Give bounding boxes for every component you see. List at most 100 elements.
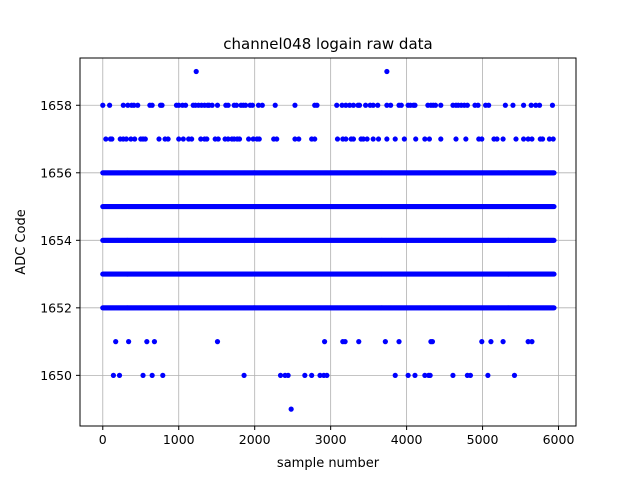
data-point xyxy=(405,372,411,378)
data-point xyxy=(551,305,557,311)
y-tick-label: 1654 xyxy=(40,233,72,248)
plot-frame xyxy=(79,57,577,427)
data-point xyxy=(510,102,516,108)
data-point xyxy=(123,136,129,142)
data-point xyxy=(214,339,221,345)
x-tick-label: 5000 xyxy=(467,432,499,447)
data-point xyxy=(314,102,320,108)
data-point xyxy=(292,102,298,108)
data-point xyxy=(277,372,284,378)
data-point xyxy=(375,136,382,142)
data-point xyxy=(529,339,535,345)
data-point xyxy=(384,68,390,75)
data-point xyxy=(193,68,199,75)
data-point xyxy=(285,372,291,378)
data-point xyxy=(375,102,381,108)
x-tick-label: 2000 xyxy=(239,432,271,447)
data-point xyxy=(176,102,182,108)
data-point xyxy=(525,136,531,142)
data-point xyxy=(488,339,494,345)
data-point xyxy=(485,372,491,378)
data-point xyxy=(131,102,137,108)
data-point xyxy=(464,102,470,108)
data-point xyxy=(382,339,388,345)
data-point xyxy=(536,102,543,108)
data-point xyxy=(520,136,527,142)
data-point xyxy=(413,136,419,142)
data-point xyxy=(438,102,444,108)
data-point xyxy=(246,136,252,142)
x-axis-label: sample number xyxy=(277,456,380,471)
data-point xyxy=(502,102,508,108)
data-point xyxy=(549,102,556,108)
data-point xyxy=(500,136,506,142)
data-point xyxy=(450,372,456,378)
y-axis-label: ADC Code xyxy=(14,209,29,274)
data-point xyxy=(479,339,485,345)
data-point xyxy=(132,136,138,142)
data-point xyxy=(312,136,318,142)
data-point xyxy=(551,237,557,243)
data-point xyxy=(259,102,265,108)
data-point xyxy=(140,372,146,378)
data-point xyxy=(126,339,132,345)
data-point xyxy=(189,136,195,142)
data-point xyxy=(182,102,189,108)
data-point xyxy=(511,372,518,378)
x-tick-label: 0 xyxy=(99,432,107,447)
data-point xyxy=(334,136,341,142)
data-point xyxy=(241,372,247,378)
data-point xyxy=(551,170,557,176)
data-point xyxy=(242,102,249,108)
data-point xyxy=(520,102,527,108)
data-point xyxy=(209,102,215,108)
data-point xyxy=(475,102,481,108)
data-point xyxy=(539,136,546,142)
data-point xyxy=(214,102,221,108)
data-point xyxy=(159,102,165,108)
data-point xyxy=(438,136,444,142)
data-point xyxy=(479,136,485,142)
data-point xyxy=(363,102,369,108)
data-point xyxy=(272,102,278,108)
data-point xyxy=(142,136,148,142)
x-tick-label: 4000 xyxy=(391,432,423,447)
data-point xyxy=(401,136,407,142)
data-point xyxy=(302,372,308,378)
data-point xyxy=(135,102,141,108)
data-point xyxy=(236,136,243,142)
data-point xyxy=(388,102,394,108)
data-point xyxy=(370,102,376,108)
data-point xyxy=(550,136,556,142)
data-point xyxy=(356,102,363,108)
x-tick-label: 6000 xyxy=(543,432,575,447)
data-point xyxy=(113,339,119,345)
data-point xyxy=(453,136,459,142)
data-point xyxy=(412,372,418,378)
data-point xyxy=(100,102,106,108)
data-point xyxy=(151,339,158,345)
data-point xyxy=(309,372,315,378)
data-point xyxy=(347,102,353,108)
data-point xyxy=(149,372,155,378)
data-point xyxy=(334,102,340,108)
data-point xyxy=(180,136,186,142)
data-point xyxy=(317,372,323,378)
data-point xyxy=(513,136,519,142)
data-point xyxy=(432,102,439,108)
data-point xyxy=(533,102,539,108)
y-tick-label: 1650 xyxy=(40,368,72,383)
data-point xyxy=(109,136,115,142)
data-point xyxy=(128,136,134,142)
data-point xyxy=(324,372,330,378)
data-point xyxy=(149,102,155,108)
data-point xyxy=(360,136,366,142)
data-point xyxy=(198,136,204,142)
y-tick-label: 1658 xyxy=(40,98,72,113)
data-point xyxy=(160,372,166,378)
data-points xyxy=(100,68,557,412)
data-point xyxy=(274,136,280,142)
data-point xyxy=(204,136,210,142)
data-point xyxy=(529,136,535,142)
data-point xyxy=(398,102,404,108)
